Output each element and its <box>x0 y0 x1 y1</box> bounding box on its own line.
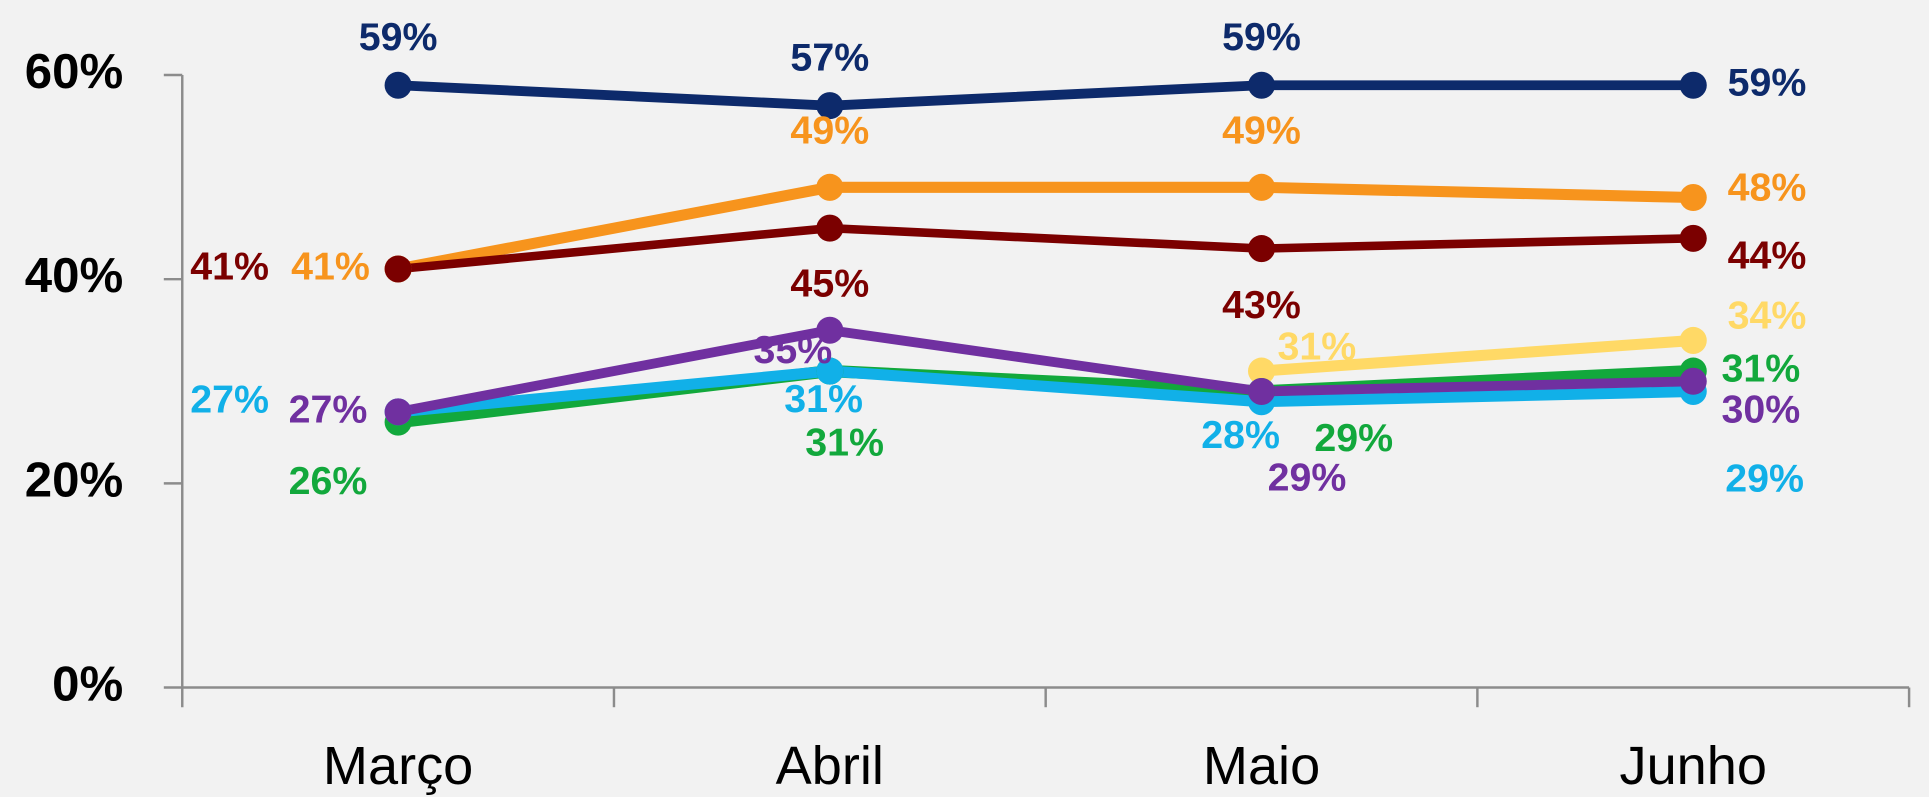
series-line <box>397 181 1694 275</box>
data-label: 29% <box>1725 457 1804 501</box>
data-point <box>1679 326 1707 354</box>
x-tick-label: Junho <box>1620 736 1767 796</box>
data-label: 26% <box>289 459 368 503</box>
data-label: 29% <box>1268 455 1347 499</box>
x-tick-label: Março <box>323 736 473 796</box>
data-label: 35% <box>754 328 833 372</box>
series-line <box>397 365 1694 418</box>
data-point <box>816 316 844 344</box>
data-label: 27% <box>289 387 368 431</box>
data-label: 59% <box>1728 61 1807 105</box>
data-point <box>1679 183 1707 212</box>
x-tick-label: Maio <box>1203 736 1320 796</box>
data-label: 59% <box>1222 15 1301 59</box>
data-label: 29% <box>1314 416 1393 460</box>
data-label: 43% <box>1222 283 1301 327</box>
data-point <box>384 71 412 99</box>
series-line <box>397 325 1694 417</box>
data-label: 34% <box>1728 294 1807 338</box>
data-point <box>1248 377 1276 406</box>
y-tick-label: 20% <box>25 452 123 507</box>
data-label: 31% <box>784 377 863 421</box>
data-label: 49% <box>1222 109 1301 153</box>
x-tick-label: Abril <box>776 736 884 796</box>
data-point <box>1248 71 1276 99</box>
data-label: 31% <box>805 420 884 464</box>
series-line <box>397 80 1694 111</box>
data-label: 27% <box>190 377 269 421</box>
data-point <box>1248 235 1276 263</box>
data-point <box>384 255 412 283</box>
data-label: 30% <box>1722 387 1801 431</box>
data-label: 48% <box>1728 166 1807 210</box>
data-point <box>1248 357 1276 385</box>
data-point <box>816 357 844 385</box>
data-label: 41% <box>291 244 370 288</box>
data-point <box>1679 224 1707 252</box>
series-line <box>397 223 1694 274</box>
data-label: 31% <box>1278 324 1357 368</box>
data-label: 28% <box>1201 413 1280 457</box>
data-label: 44% <box>1728 233 1807 277</box>
data-label: 41% <box>190 244 269 288</box>
data-point <box>1679 71 1707 99</box>
data-label: 49% <box>790 109 869 153</box>
data-point <box>816 214 844 242</box>
y-tick-label: 60% <box>25 44 123 99</box>
y-tick-label: 0% <box>52 657 123 712</box>
data-label: 57% <box>790 36 869 80</box>
data-label: 45% <box>790 261 869 305</box>
data-point <box>384 398 412 426</box>
data-point <box>816 92 844 120</box>
data-point <box>816 173 844 201</box>
data-point <box>1248 173 1276 201</box>
series-line <box>1261 334 1694 377</box>
data-point <box>1679 367 1707 395</box>
data-label: 31% <box>1722 346 1801 390</box>
data-label: 59% <box>359 15 438 59</box>
y-tick-label: 40% <box>25 248 123 303</box>
